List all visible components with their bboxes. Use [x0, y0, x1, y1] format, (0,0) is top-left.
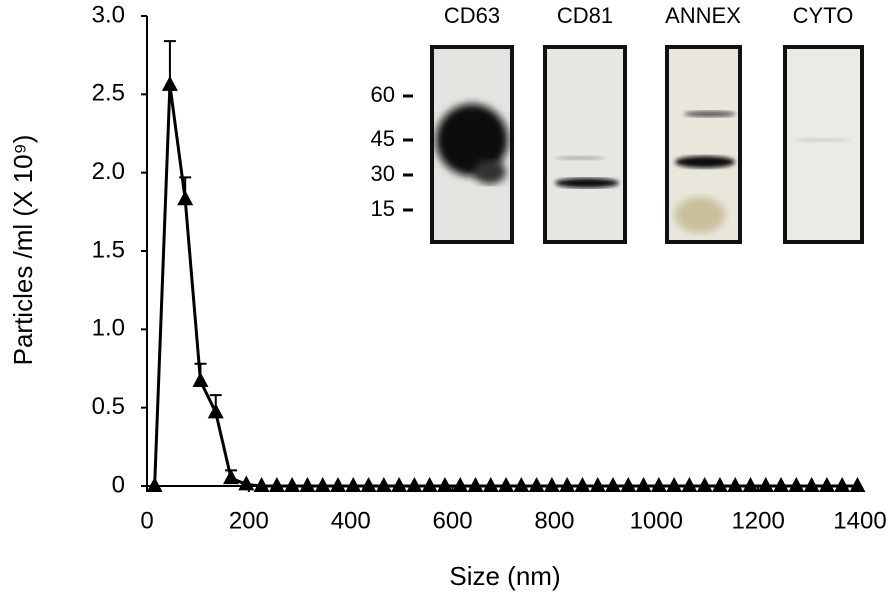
lane-label: CD63	[444, 3, 500, 28]
data-point	[620, 477, 637, 492]
data-point	[207, 403, 224, 419]
y-tick-label: 2.5	[92, 80, 125, 107]
data-point	[635, 477, 652, 492]
data-point	[818, 477, 835, 492]
y-tick-label: 3.0	[92, 1, 125, 28]
data-point	[498, 477, 515, 492]
data-point	[314, 477, 331, 492]
data-point	[284, 477, 301, 492]
data-point	[513, 477, 530, 492]
data-point	[146, 477, 163, 492]
data-point	[559, 477, 576, 492]
blot-band	[675, 156, 735, 168]
data-point	[757, 477, 774, 492]
data-point	[223, 469, 240, 485]
blot-smear	[675, 197, 725, 233]
x-tick-label: 1000	[630, 507, 683, 534]
marker-label: 45	[371, 126, 395, 151]
data-point	[834, 477, 851, 492]
data-point	[727, 477, 744, 492]
data-point	[421, 477, 438, 492]
data-point	[436, 477, 453, 492]
inset-blots	[430, 45, 864, 244]
data-point	[299, 477, 316, 492]
blot-band	[436, 104, 508, 176]
y-tick-label: 2.0	[92, 158, 125, 185]
data-point	[849, 477, 866, 492]
y-tick-label: 0.5	[92, 393, 125, 420]
y-tick-label: 1.5	[92, 236, 125, 263]
data-point	[360, 477, 377, 492]
data-point	[253, 477, 270, 492]
data-point	[268, 477, 285, 492]
data-point	[452, 477, 469, 492]
blot-band	[555, 178, 619, 188]
data-point	[574, 477, 591, 492]
data-point	[467, 477, 484, 492]
marker-label: 60	[371, 82, 395, 107]
x-axis-label: Size (nm)	[449, 561, 560, 591]
lane-label: CD81	[557, 3, 613, 28]
data-point	[238, 475, 255, 491]
blot-lane	[783, 45, 864, 244]
y-tick-label: 1.0	[92, 315, 125, 342]
x-tick-label: 600	[433, 507, 473, 534]
data-point	[177, 190, 194, 206]
data-point	[589, 477, 606, 492]
data-point	[711, 477, 728, 492]
blot-lane	[543, 45, 627, 244]
data-point	[773, 477, 790, 492]
data-point	[482, 477, 499, 492]
x-tick-label: 800	[534, 507, 574, 534]
x-tick-label: 1400	[833, 507, 886, 534]
data-point	[803, 477, 820, 492]
blot-band	[474, 160, 506, 184]
x-tick-label: 400	[331, 507, 371, 534]
data-point	[788, 477, 805, 492]
data-point	[543, 477, 560, 492]
data-point	[375, 477, 392, 492]
data-point	[192, 372, 209, 388]
y-axis-label: Particles /ml (X 10⁹)	[8, 135, 38, 366]
blot-band	[555, 156, 605, 160]
x-tick-label: 200	[229, 507, 269, 534]
data-point	[604, 477, 621, 492]
data-point	[650, 477, 667, 492]
lane-label: ANNEX	[665, 3, 741, 28]
x-tick-label: 1200	[731, 507, 784, 534]
data-point	[528, 477, 545, 492]
data-point	[666, 477, 683, 492]
blot-band	[794, 138, 850, 142]
data-point	[681, 477, 698, 492]
data-point	[391, 477, 408, 492]
data-point	[696, 477, 713, 492]
marker-label: 15	[371, 196, 395, 221]
data-point	[161, 75, 178, 91]
data-point	[329, 477, 346, 492]
blot-band	[684, 111, 736, 117]
x-tick-label: 0	[140, 507, 153, 534]
marker-label: 30	[371, 161, 395, 186]
data-point	[345, 477, 362, 492]
lane-label: CYTO	[793, 3, 854, 28]
y-tick-label: 0	[112, 471, 125, 498]
data-point	[406, 477, 423, 492]
data-point	[742, 477, 759, 492]
